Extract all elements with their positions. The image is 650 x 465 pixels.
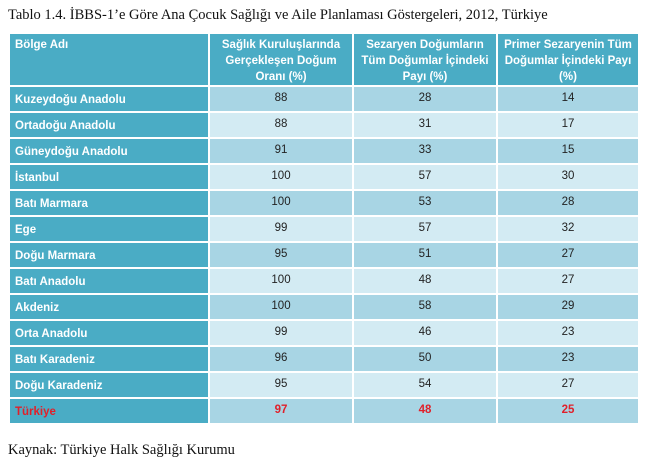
region-name: Ege (8, 215, 210, 243)
value-cell: 99 (208, 215, 354, 243)
region-name: Batı Karadeniz (8, 345, 210, 373)
value-cell: 28 (496, 189, 640, 217)
source-note: Kaynak: Türkiye Halk Sağlığı Kurumu (8, 442, 235, 458)
table-row: Batı Karadeniz 96 50 23 (8, 345, 640, 373)
region-name: Batı Anadolu (8, 267, 210, 295)
value-cell: 31 (352, 111, 498, 139)
table-row: Ortadoğu Anadolu 88 31 17 (8, 111, 640, 139)
table-row: Batı Marmara 100 53 28 (8, 189, 640, 217)
value-cell: 23 (496, 345, 640, 373)
table-row: Güneydoğu Anadolu 91 33 15 (8, 137, 640, 165)
value-cell: 57 (352, 163, 498, 191)
column-header: Primer Sezaryenin Tüm Doğumlar İçindeki … (496, 32, 640, 87)
table-row: Doğu Marmara 95 51 27 (8, 241, 640, 269)
total-row: Türkiye 97 48 25 (8, 397, 640, 425)
value-cell: 58 (352, 293, 498, 321)
value-cell: 25 (496, 397, 640, 425)
value-cell: 100 (208, 267, 354, 295)
value-cell: 57 (352, 215, 498, 243)
value-cell: 50 (352, 345, 498, 373)
region-name: Kuzeydoğu Anadolu (8, 85, 210, 113)
value-cell: 23 (496, 319, 640, 347)
value-cell: 27 (496, 371, 640, 399)
value-cell: 32 (496, 215, 640, 243)
value-cell: 95 (208, 241, 354, 269)
value-cell: 95 (208, 371, 354, 399)
value-cell: 96 (208, 345, 354, 373)
region-name: Doğu Marmara (8, 241, 210, 269)
value-cell: 28 (352, 85, 498, 113)
value-cell: 97 (208, 397, 354, 425)
value-cell: 29 (496, 293, 640, 321)
column-header: Bölge Adı (8, 32, 210, 87)
data-table: Bölge Adı Sağlık Kuruluşlarında Gerçekleş… (8, 32, 640, 425)
header-row: Bölge Adı Sağlık Kuruluşlarında Gerçekleş… (8, 32, 640, 87)
region-name: Ortadoğu Anadolu (8, 111, 210, 139)
value-cell: 14 (496, 85, 640, 113)
value-cell: 100 (208, 189, 354, 217)
value-cell: 88 (208, 111, 354, 139)
value-cell: 51 (352, 241, 498, 269)
column-header: Sağlık Kuruluşlarında Gerçekleşen Doğum … (208, 32, 354, 87)
value-cell: 48 (352, 267, 498, 295)
table-row: Orta Anadolu 99 46 23 (8, 319, 640, 347)
table-row: İstanbul 100 57 30 (8, 163, 640, 191)
value-cell: 46 (352, 319, 498, 347)
region-name: İstanbul (8, 163, 210, 191)
region-name: Güneydoğu Anadolu (8, 137, 210, 165)
table-row: Doğu Karadeniz 95 54 27 (8, 371, 640, 399)
value-cell: 53 (352, 189, 498, 217)
table-row: Kuzeydoğu Anadolu 88 28 14 (8, 85, 640, 113)
region-name: Doğu Karadeniz (8, 371, 210, 399)
value-cell: 48 (352, 397, 498, 425)
value-cell: 91 (208, 137, 354, 165)
table-title: Tablo 1.4. İBBS-1’e Göre Ana Çocuk Sağlı… (8, 7, 548, 23)
value-cell: 15 (496, 137, 640, 165)
region-name: Akdeniz (8, 293, 210, 321)
column-header: Sezaryen Doğumların Tüm Doğumlar İçindek… (352, 32, 498, 87)
value-cell: 100 (208, 293, 354, 321)
region-name: Batı Marmara (8, 189, 210, 217)
region-name: Türkiye (8, 397, 210, 425)
value-cell: 17 (496, 111, 640, 139)
table-row: Ege 99 57 32 (8, 215, 640, 243)
value-cell: 27 (496, 241, 640, 269)
value-cell: 88 (208, 85, 354, 113)
value-cell: 54 (352, 371, 498, 399)
value-cell: 100 (208, 163, 354, 191)
table-row: Akdeniz 100 58 29 (8, 293, 640, 321)
value-cell: 33 (352, 137, 498, 165)
value-cell: 27 (496, 267, 640, 295)
table-row: Batı Anadolu 100 48 27 (8, 267, 640, 295)
value-cell: 99 (208, 319, 354, 347)
value-cell: 30 (496, 163, 640, 191)
region-name: Orta Anadolu (8, 319, 210, 347)
